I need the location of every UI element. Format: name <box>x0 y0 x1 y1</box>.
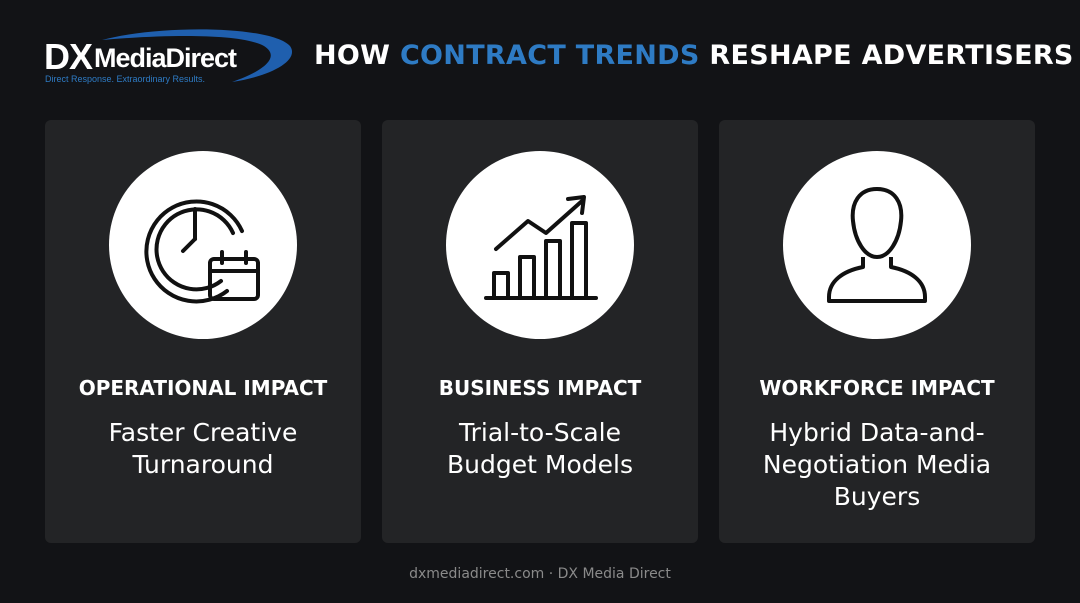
title-highlight: CONTRACT TRENDS <box>399 40 700 71</box>
footer: dxmediadirect.com · DX Media Direct <box>409 566 671 582</box>
card-text: Hybrid Data-and-Negotiation Media Buyers <box>762 418 992 511</box>
logo-name: MediaDirect <box>94 43 237 73</box>
logo-mark: DX <box>44 36 93 77</box>
logo: DX MediaDirect Direct Response. Extraord… <box>42 28 297 88</box>
icon-circle <box>109 151 297 339</box>
card: OPERATIONAL IMPACT Faster Creative Turna… <box>45 120 361 543</box>
card-text: Faster Creative Turnaround <box>108 418 298 479</box>
title: HOW CONTRACT TRENDS RESHAPE ADVERTISERS <box>314 40 1074 71</box>
logo-tagline: Direct Response. Extraordinary Results. <box>45 74 206 84</box>
clock-icon <box>144 199 260 304</box>
growth-icon <box>484 195 598 300</box>
card-heading: BUSINESS IMPACT <box>438 376 642 400</box>
icon-circle <box>446 151 634 339</box>
card-heading: OPERATIONAL IMPACT <box>78 376 328 400</box>
card-heading: WORKFORCE IMPACT <box>759 376 995 400</box>
person-icon <box>827 187 927 303</box>
title-text: HOW <box>314 40 391 71</box>
icon-circle <box>783 151 971 339</box>
title-text: RESHAPE ADVERTISERS <box>709 40 1074 71</box>
card: WORKFORCE IMPACT Hybrid Data-and-Negotia… <box>719 120 1035 543</box>
card: BUSINESS IMPACT Trial-to-Scale Budget Mo… <box>382 120 698 543</box>
card-text: Trial-to-Scale Budget Models <box>447 418 633 479</box>
